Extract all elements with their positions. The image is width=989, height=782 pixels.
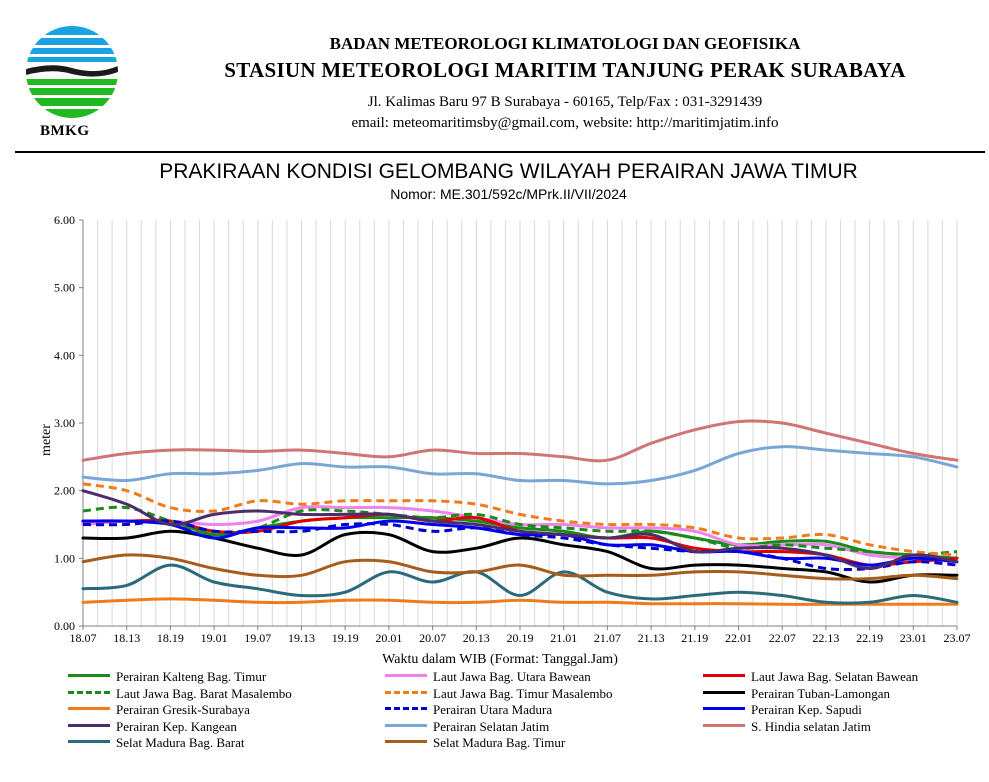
legend-label: Laut Jawa Bag. Utara Bawean [433,669,591,684]
legend-swatch [385,707,427,710]
x-tick-label: 22.07 [769,631,796,645]
y-tick-label: 2.00 [54,484,75,498]
legend-label: Selat Madura Bag. Timur [433,735,566,750]
x-tick-label: 22.13 [812,631,839,645]
legend-swatch [68,707,110,710]
legend-label: Perairan Gresik-Surabaya [116,702,250,717]
station-name: STASIUN METEOROLOGI MARITIM TANJUNG PERA… [224,58,906,82]
legend-label: Laut Jawa Bag. Selatan Bawean [751,669,919,684]
legend-label: Perairan Selatan Jatim [433,718,550,734]
legend-swatch [703,690,745,694]
legend-swatch [703,674,745,677]
x-tick-label: 19.07 [244,631,271,645]
letterhead: BMKG BADAN METEOROLOGI KLIMATOLOGI DAN G… [0,0,989,150]
legend-swatch [68,674,110,677]
x-tick-label: 18.07 [70,631,97,645]
legend-swatch [703,707,745,710]
series-layer [81,419,959,606]
legend-label: Perairan Kalteng Bag. Timur [116,669,267,684]
legend-label: Laut Jawa Bag. Barat Masalembo [116,685,292,701]
y-axis-label: meter [39,424,54,456]
legend-label: Perairan Kep. Kangean [116,718,237,734]
legend-label: Laut Jawa Bag. Timur Masalembo [433,685,613,701]
x-tick-label: 19.01 [201,631,228,645]
x-tick-label: 21.01 [550,631,577,645]
axis-layer: 0.00 1.00 2.00 3.00 4.00 5.00 6.00 18.07 18.13 18… [54,213,971,645]
legend-swatch [68,723,110,727]
series-line-7 [81,597,959,606]
x-tick-label: 22.19 [856,631,883,645]
series-line-10 [81,489,959,570]
series-line-13 [81,563,959,605]
legend-label: S. Hindia selatan Jatim [751,718,871,734]
legend-swatch [68,690,110,694]
chart-title: PRAKIRAAN KONDISI GELOMBANG WILAYAH PERA… [159,160,858,183]
series-line-5 [82,482,958,557]
legend-label: Perairan Kep. Sapudi [751,702,862,717]
header-divider [15,151,985,153]
series-line-9 [81,519,959,567]
y-tick-label: 4.00 [54,348,75,362]
y-tick-label: 6.00 [54,213,75,227]
y-tick-label: 0.00 [54,619,75,633]
x-tick-label: 19.19 [332,631,359,645]
x-tick-label: 23.07 [944,631,971,645]
series-line-14 [81,553,959,581]
y-tick-label: 3.00 [54,416,75,430]
bmkg-logo-icon [26,26,118,118]
x-tick-label: 20.01 [375,631,402,645]
x-tick-label: 20.19 [507,631,534,645]
legend-swatch [68,740,110,743]
legend-swatch [385,690,427,694]
y-tick-label: 1.00 [54,551,75,565]
agency-name: BADAN METEOROLOGI KLIMATOLOGI DAN GEOFIS… [329,34,801,53]
legend-swatch [385,674,427,677]
legend-label: Perairan Tuban-Lamongan [751,685,891,701]
wave-height-chart: 0.00 1.00 2.00 3.00 4.00 5.00 6.00 18.07 18.13 18… [39,213,971,667]
x-tick-label: 21.07 [594,631,621,645]
x-tick-label: 21.13 [638,631,665,645]
logo-text: BMKG [40,123,90,139]
x-tick-label: 21.19 [681,631,708,645]
chart-subtitle: Nomor: ME.301/592c/MPrk.II/VII/2024 [390,186,627,202]
legend-label: Perairan Utara Madura [433,702,553,717]
series-line-12 [81,419,959,463]
legend-swatch [385,740,427,743]
x-tick-label: 20.13 [463,631,490,645]
legend-swatch [703,723,745,727]
x-tick-label: 22.01 [725,631,752,645]
series-line-4 [82,505,958,557]
series-line-11 [81,445,959,486]
legend-swatch [385,723,427,727]
x-tick-label: 18.19 [157,631,184,645]
contact-line: email: meteomaritimsby@gmail.com, websit… [351,115,779,131]
chart-legend: Perairan Kalteng Bag. Timur Laut Jawa Bag… [68,669,968,782]
x-tick-label: 23.01 [900,631,927,645]
grid-layer [82,220,958,626]
address-line: Jl. Kalimas Baru 97 B Surabaya - 60165, … [367,94,763,110]
series-line-6 [81,529,959,584]
series-line-8 [82,519,958,572]
y-tick-label: 5.00 [54,281,75,295]
x-axis-label: Waktu dalam WIB (Format: Tanggal.Jam) [382,652,618,667]
x-tick-label: 20.07 [419,631,446,645]
legend-label: Selat Madura Bag. Barat [116,735,245,750]
x-tick-label: 18.13 [113,631,140,645]
x-tick-label: 19.13 [288,631,315,645]
